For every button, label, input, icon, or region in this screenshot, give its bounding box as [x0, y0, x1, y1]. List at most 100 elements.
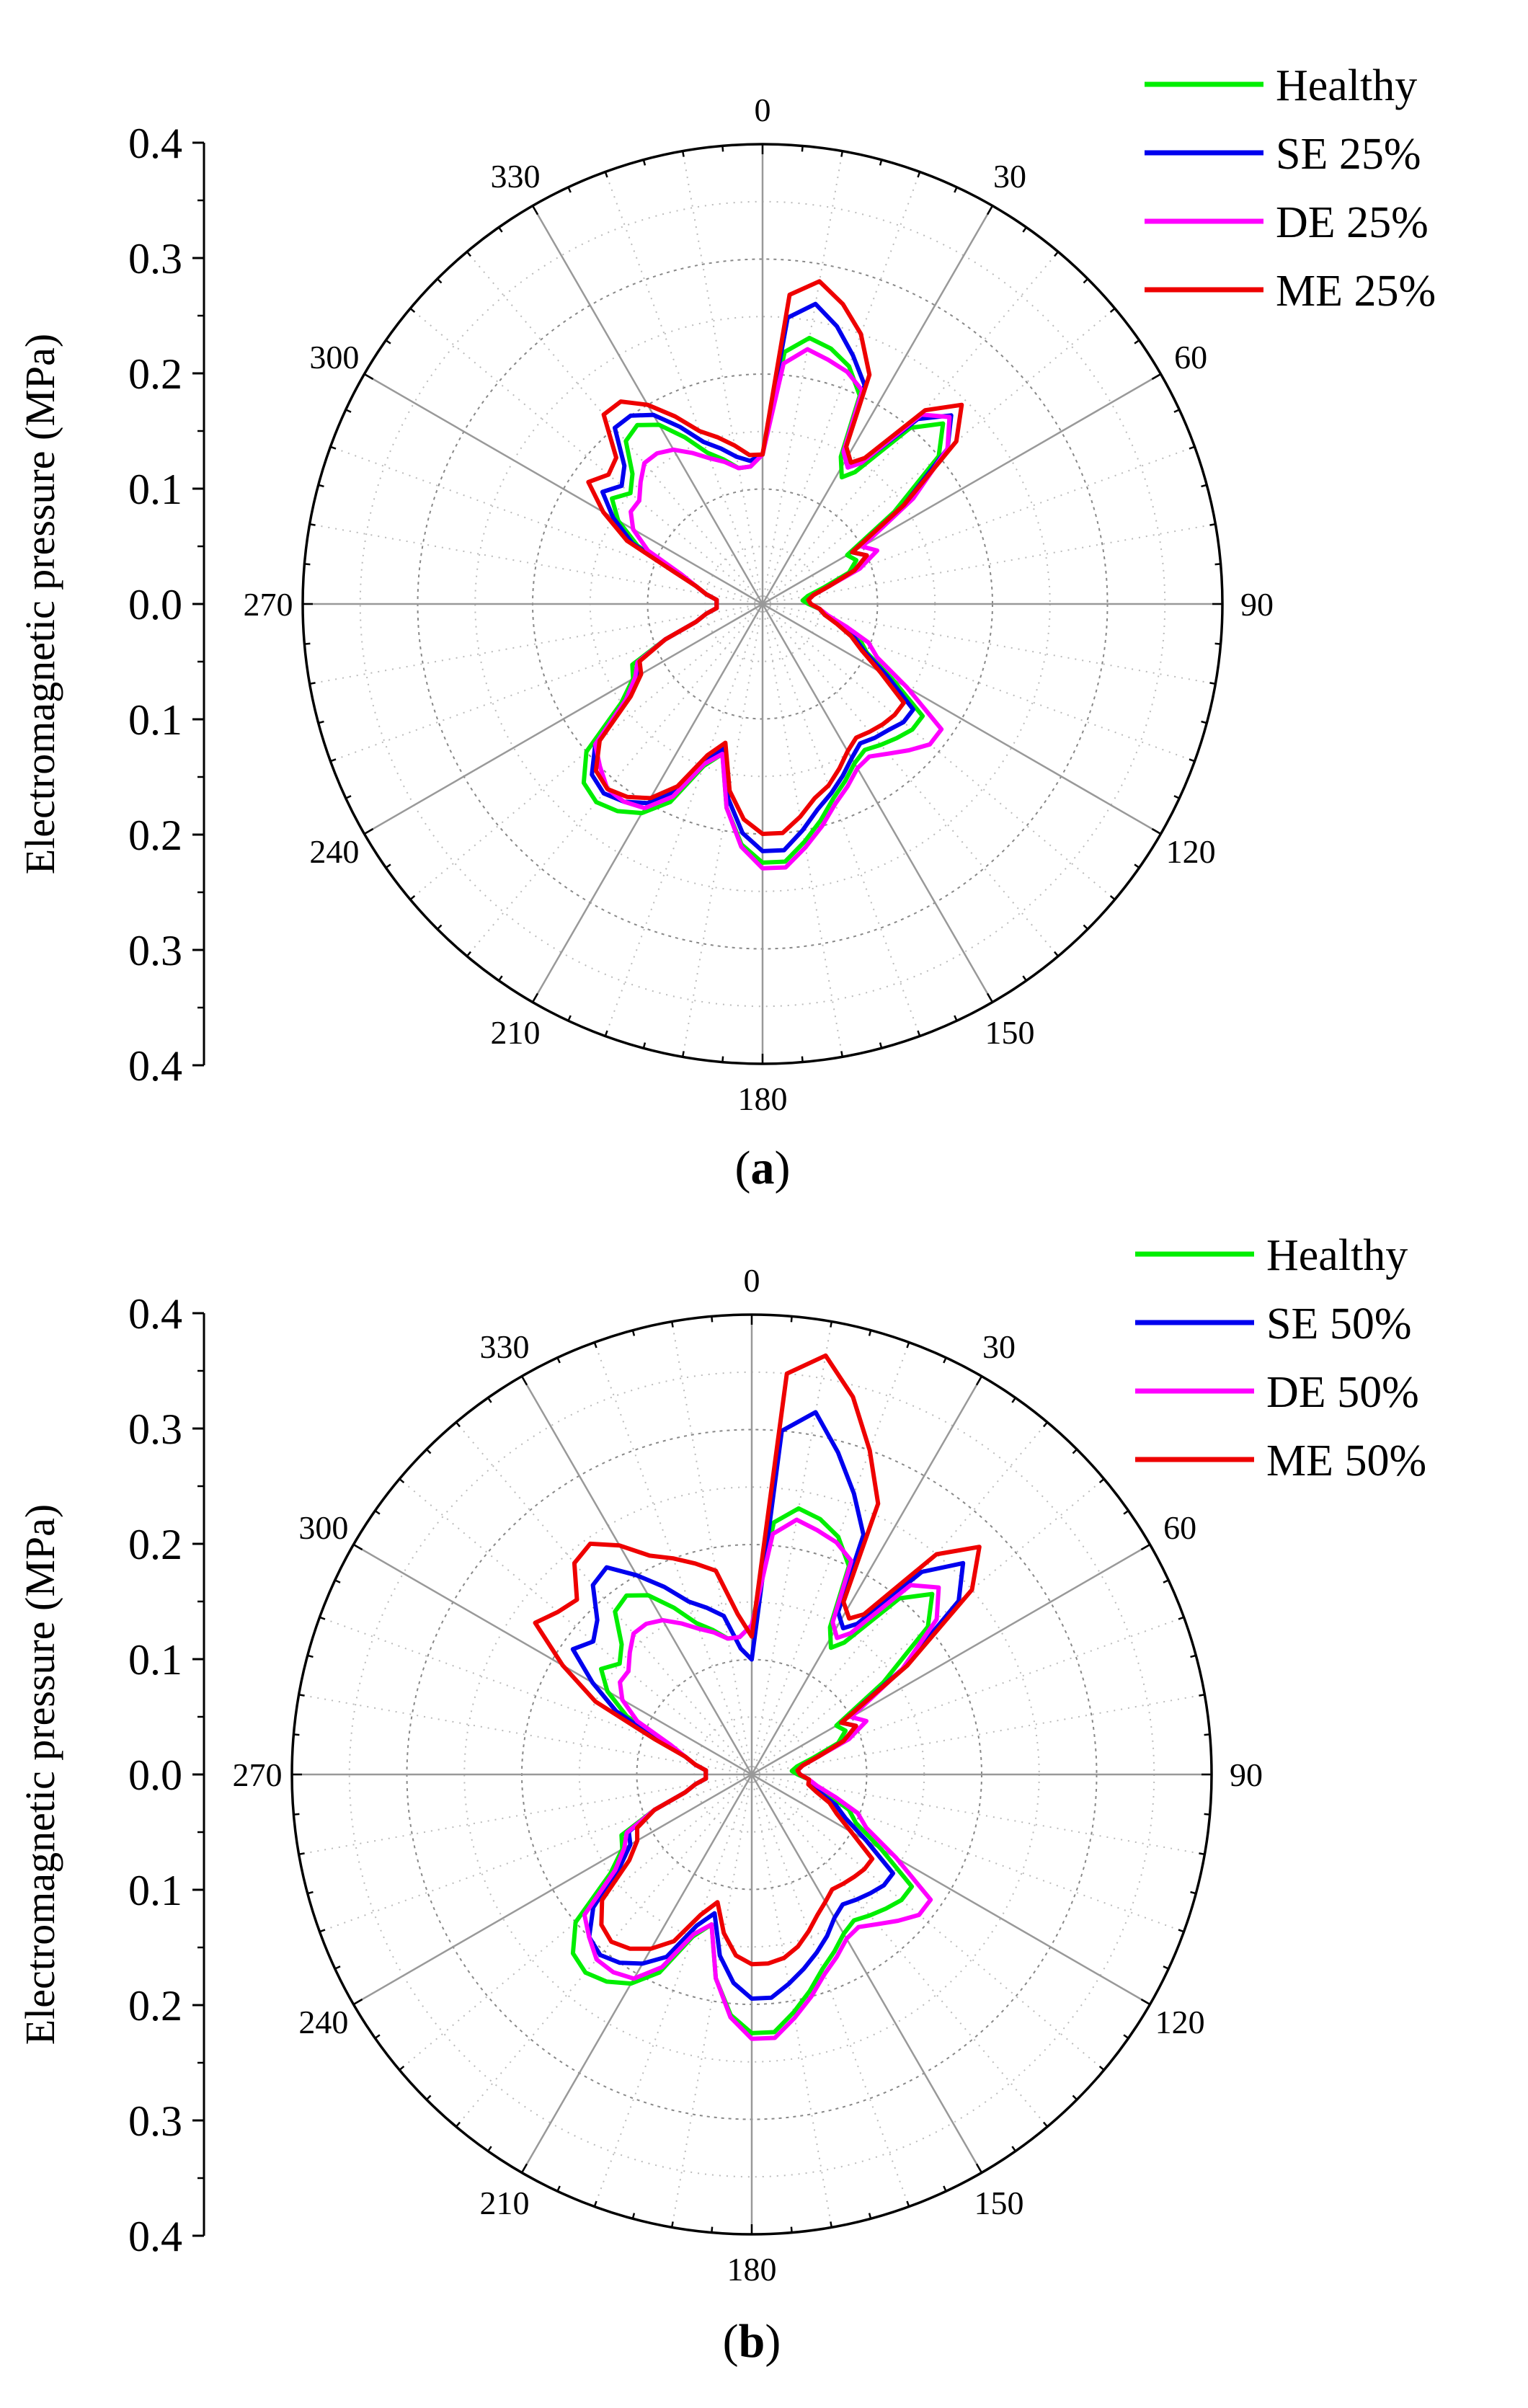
panel-a: 0 30 60 90 120 150 180 210 240 270 300 330 0.4 0.3 0.2… — [17, 61, 1436, 1194]
angle-tick-mark — [593, 2200, 598, 2207]
angle-tick-mark — [1072, 1448, 1078, 1454]
radial-tick-label: 0.1 — [128, 696, 182, 744]
angle-tick-mark — [498, 226, 503, 233]
grid-radial-minor — [671, 1321, 752, 1775]
angle-tick-mark — [790, 2226, 793, 2233]
grid-radial-minor — [330, 445, 763, 605]
angle-tick-mark — [1151, 827, 1162, 835]
angle-tick-mark — [409, 307, 416, 314]
angle-tick-mark — [520, 1375, 528, 1386]
angle-tick-mark — [425, 1448, 432, 1454]
angle-tick-mark — [721, 146, 724, 152]
angle-tick-mark — [1123, 1510, 1129, 1515]
radial-tick-label: 0.4 — [128, 2213, 182, 2260]
series-line-healthy — [570, 1506, 935, 2035]
legend-item: Healthy — [1145, 61, 1417, 110]
legend-label: Healthy — [1276, 61, 1417, 110]
angle-tick-mark — [790, 1316, 793, 1323]
y-axis-label: Electromagnetic pressure (MPa) — [17, 334, 63, 875]
radial-tick-label: 0.3 — [128, 927, 182, 974]
angle-tick-mark — [1178, 1616, 1184, 1620]
angle-tick-mark — [954, 1015, 958, 1021]
angle-tick-label: 330 — [491, 158, 541, 195]
angle-tick-mark — [399, 1478, 405, 1484]
legend-label: Healthy — [1266, 1231, 1408, 1280]
angle-tick-mark — [345, 795, 352, 799]
angle-tick-mark — [309, 523, 316, 526]
legend-item: ME 25% — [1145, 267, 1436, 316]
grid-radial-minor — [309, 523, 763, 605]
angle-tick-mark — [1140, 1543, 1151, 1551]
angle-tick-label: 0 — [755, 92, 771, 128]
radial-tick-label: 0.4 — [128, 1290, 182, 1338]
angle-tick-mark — [1098, 2065, 1105, 2071]
grid-radial-major — [352, 1773, 752, 2006]
grid-radial-minor — [671, 1774, 752, 2228]
polar-grid — [302, 143, 1223, 1065]
angle-tick-mark — [363, 373, 374, 381]
y-axis-label: Electromagnetic pressure (MPa) — [17, 1504, 63, 2045]
grid-radial-minor — [399, 1774, 752, 2071]
grid-radial-minor — [751, 1694, 1205, 1775]
angle-tick-mark — [1109, 307, 1116, 314]
angle-tick-mark — [319, 1929, 326, 1933]
grid-radial-minor — [319, 1616, 752, 1775]
radial-tick-label: 0.2 — [128, 350, 182, 398]
angle-tick-mark — [567, 187, 572, 193]
angle-tick-mark — [1163, 1579, 1169, 1583]
angle-tick-mark — [943, 1357, 947, 1364]
legend-label: SE 25% — [1276, 130, 1421, 179]
legend-item: SE 25% — [1145, 130, 1421, 179]
angle-tick-label: 60 — [1163, 1509, 1196, 1546]
angle-tick-label: 60 — [1174, 339, 1207, 376]
angle-tick-mark — [352, 1543, 363, 1551]
grid-radial-minor — [330, 603, 763, 763]
radial-tick-label: 0.3 — [128, 1405, 182, 1453]
angle-tick-mark — [298, 1852, 305, 1856]
angle-tick-mark — [363, 827, 374, 835]
radial-tick-label: 0.2 — [128, 1521, 182, 1568]
grid-radial-minor — [751, 1774, 1048, 2128]
angle-tick-mark — [1072, 2094, 1078, 2101]
angle-tick-label: 270 — [233, 1756, 283, 1793]
angle-tick-mark — [1209, 523, 1216, 526]
angle-tick-mark — [906, 2200, 910, 2207]
angle-tick-label: 120 — [1166, 833, 1216, 870]
grid-radial-minor — [762, 603, 1216, 685]
angle-tick-mark — [642, 159, 647, 166]
angle-tick-mark — [455, 1421, 461, 1428]
legend-label: ME 25% — [1276, 267, 1436, 316]
grid-radial-minor — [751, 1321, 832, 1775]
panel-b: 0 30 60 90 120 150 180 210 240 270 300 330 0.4 0.3 0.2… — [17, 1231, 1426, 2368]
angle-tick-mark — [556, 2185, 561, 2192]
radial-tick-label: 0.4 — [128, 1042, 182, 1090]
angle-tick-mark — [986, 205, 994, 216]
angle-tick-mark — [487, 1397, 492, 1403]
angle-tick-mark — [1189, 758, 1195, 763]
angle-tick-mark — [330, 445, 337, 450]
angle-tick-mark — [801, 1056, 804, 1062]
angle-tick-mark — [352, 1998, 363, 2006]
panel-caption: (b) — [723, 2315, 781, 2368]
angle-tick-label: 210 — [480, 2185, 530, 2221]
angle-tick-mark — [425, 2094, 432, 2101]
angle-tick-mark — [319, 1616, 326, 1620]
angle-tick-mark — [318, 720, 324, 724]
angle-tick-label: 150 — [985, 1014, 1035, 1051]
angle-tick-label: 90 — [1230, 1756, 1263, 1793]
angle-tick-mark — [385, 339, 391, 345]
angle-tick-mark — [298, 1693, 305, 1697]
angle-tick-mark — [1199, 1852, 1205, 1856]
angle-tick-labels: 0 30 60 90 120 150 180 210 240 270 300 330 — [244, 92, 1274, 1117]
legend-item: SE 50% — [1135, 1299, 1412, 1349]
legend-item: ME 50% — [1135, 1436, 1426, 1485]
angle-tick-mark — [986, 992, 994, 1003]
angle-tick-mark — [1123, 2034, 1129, 2039]
angle-tick-mark — [1173, 795, 1180, 799]
angle-tick-mark — [906, 1342, 910, 1349]
grid-radial-major — [761, 205, 994, 605]
angle-tick-mark — [1178, 1929, 1184, 1933]
grid-radial-minor — [593, 1774, 752, 2207]
